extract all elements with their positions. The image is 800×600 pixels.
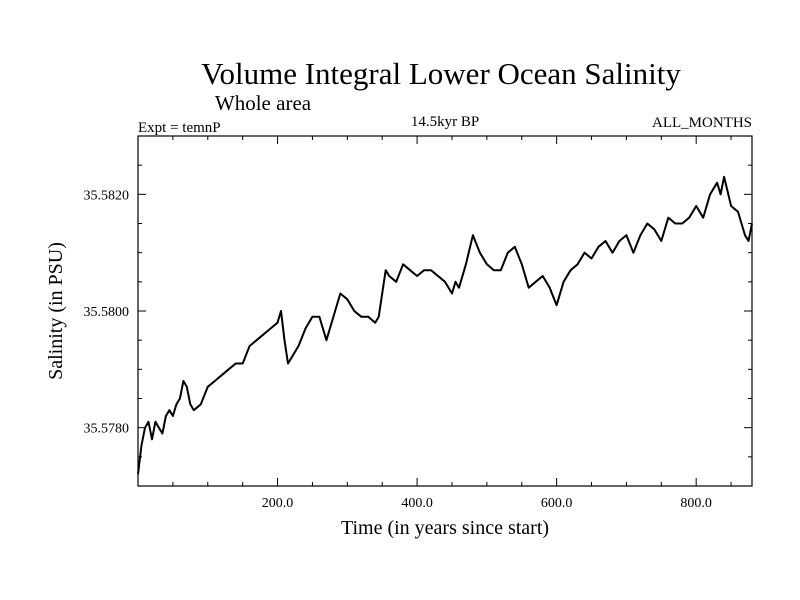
months-label: ALL_MONTHS — [652, 115, 752, 131]
x-tick-label: 200.0 — [262, 496, 294, 511]
plot-frame — [137, 135, 753, 487]
x-axis-label: Time (in years since start) — [341, 517, 549, 539]
x-axis-tick-labels: 200.0 400.0 600.0 800.0 — [262, 496, 712, 511]
chart-subtitle: Whole area — [215, 91, 312, 115]
chart-title: Volume Integral Lower Ocean Salinity — [201, 56, 681, 91]
x-tick-label: 600.0 — [541, 496, 573, 511]
y-tick-label: 35.5780 — [84, 422, 130, 437]
x-axis-ticks — [172, 136, 732, 486]
experiment-label: Expt = temnP — [138, 120, 221, 136]
y-tick-label: 35.5820 — [84, 188, 130, 203]
x-tick-label: 800.0 — [680, 496, 712, 511]
period-label: 14.5kyr BP — [411, 114, 479, 130]
y-axis-tick-labels: 35.5780 35.5800 35.5820 — [84, 188, 130, 436]
x-tick-label: 400.0 — [401, 496, 433, 511]
salinity-series-line — [137, 175, 753, 475]
y-tick-label: 35.5800 — [84, 305, 130, 320]
y-axis-ticks — [138, 164, 752, 458]
y-axis-label: Salinity (in PSU) — [45, 242, 67, 380]
